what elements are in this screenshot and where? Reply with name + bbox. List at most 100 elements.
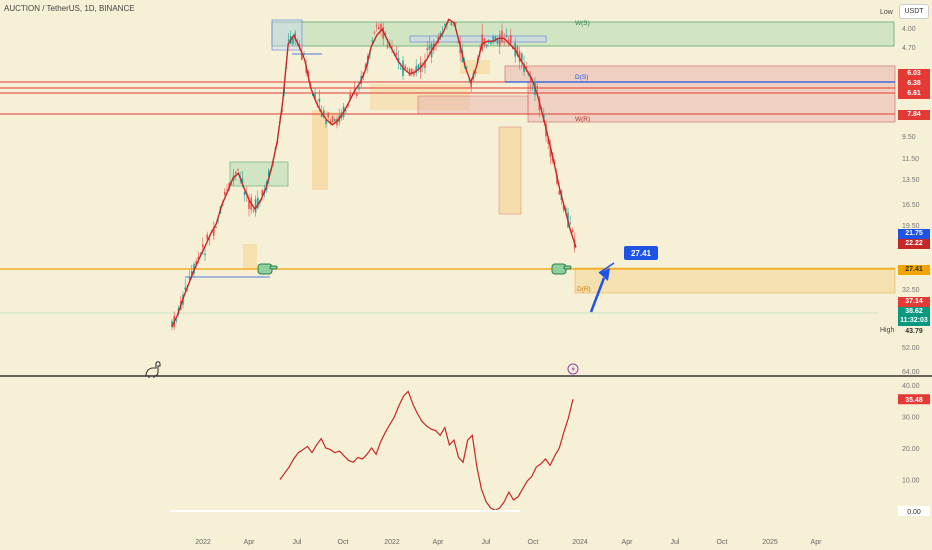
candle-body: [303, 53, 305, 55]
indicator-line: [279, 390, 574, 512]
x-tick-label: Oct: [717, 539, 728, 546]
candle-body: [356, 93, 358, 96]
candle-body: [206, 234, 208, 240]
orange-zone: [498, 126, 522, 215]
candle-body: [184, 287, 186, 290]
candle-body: [248, 200, 250, 210]
candle-body: [382, 27, 384, 39]
price-tag: 6.61: [898, 89, 930, 99]
level-lines: [0, 53, 895, 314]
main-pane[interactable]: [0, 0, 878, 375]
candle-body: [261, 190, 263, 196]
red-zone: [417, 95, 529, 115]
zone-label-ds: D(S): [575, 74, 588, 81]
price-tag: 22.22: [898, 239, 930, 249]
candle-body: [226, 189, 228, 191]
candle-body: [193, 263, 195, 274]
indicator-zero-label: 0.00: [907, 509, 921, 516]
price-tag: 37.14: [898, 297, 930, 307]
candle-body: [422, 65, 424, 67]
candle-body: [408, 68, 411, 76]
candle-body: [384, 33, 387, 35]
x-tick-label: Oct: [338, 539, 349, 546]
indicator-y-tick-label: 40.00: [902, 383, 920, 390]
candle-body: [334, 119, 336, 122]
candle-body: [188, 276, 191, 280]
candle-body: [171, 320, 173, 328]
candle-body: [320, 113, 323, 118]
candle-body: [494, 35, 497, 42]
x-tick-label: Apr: [433, 539, 445, 546]
candle-body: [204, 253, 206, 255]
low-label: Low: [880, 9, 893, 16]
zone-label-dr: D(R): [577, 286, 591, 293]
candle-body: [457, 42, 459, 44]
y-tick-label: 13.50: [902, 177, 920, 184]
price-tag: 21.75: [898, 229, 930, 239]
candle-body: [474, 71, 477, 74]
currency-button[interactable]: USDT: [899, 4, 929, 19]
candle-body: [375, 25, 378, 27]
candle-body: [428, 45, 431, 50]
lightning-icon[interactable]: [567, 363, 579, 375]
candle-body: [532, 87, 534, 89]
candle-body: [391, 46, 393, 48]
candle-body: [569, 222, 571, 224]
price-tag: 11:32:03: [898, 316, 930, 326]
orange-zone: [460, 60, 490, 74]
blue-box: [271, 19, 303, 51]
x-axis-ticks: 2022 Apr Jul Oct 2022 Apr Jul Oct 2024 Apr Jul Oct 2…: [195, 539, 822, 546]
orange-zone: [312, 110, 328, 190]
y-tick-label: 9.50: [902, 134, 916, 141]
orange-zone-daily-resistance: [574, 267, 896, 294]
candle-body: [268, 170, 270, 180]
candle-body: [386, 44, 389, 48]
candle-body: [217, 219, 219, 221]
candle-body: [314, 92, 316, 99]
candle-body: [406, 68, 409, 70]
candle-body: [323, 110, 325, 118]
red-zone-daily-support: [504, 65, 896, 83]
candle-body: [380, 23, 382, 32]
callout-box: [624, 246, 658, 260]
x-tick-label: Oct: [528, 539, 539, 546]
candle-body: [483, 38, 486, 46]
candle-body: [224, 191, 226, 196]
candle-body: [501, 30, 503, 43]
x-tick-label: 2022: [384, 539, 400, 546]
candle-body: [252, 209, 255, 211]
x-tick-label: Jul: [293, 539, 302, 546]
indicator-y-tick-label: 30.00: [902, 415, 920, 422]
price-series-layer: [171, 18, 577, 327]
candle-body: [292, 38, 294, 45]
candle-body: [417, 64, 420, 70]
pointing-hand-icon: [551, 263, 572, 275]
candle-body: [523, 63, 525, 72]
candle-body: [257, 197, 259, 209]
candle-body: [202, 244, 204, 248]
candle-body: [195, 261, 197, 265]
candle-body: [521, 53, 523, 61]
price-tag: 43.79: [898, 327, 930, 337]
candle-body: [499, 34, 501, 47]
blue-box: [409, 35, 547, 43]
candle-body: [536, 86, 538, 88]
candle-body: [254, 199, 257, 213]
candle-body: [327, 112, 329, 117]
candle-body: [371, 40, 373, 42]
candle-body: [426, 48, 428, 51]
candle-body: [197, 256, 200, 260]
indicator-last-value-label: 35.48: [905, 397, 923, 404]
candle-body: [243, 191, 246, 196]
price-tag: 7.84: [898, 110, 930, 120]
candle-body: [466, 67, 468, 69]
candle-body: [404, 65, 406, 69]
candle-body: [400, 68, 402, 70]
y-tick-label: 32.50: [902, 287, 920, 294]
candle-body: [411, 69, 413, 75]
candle-body: [571, 229, 574, 233]
candle-body: [191, 271, 193, 276]
candle-body: [329, 121, 332, 124]
